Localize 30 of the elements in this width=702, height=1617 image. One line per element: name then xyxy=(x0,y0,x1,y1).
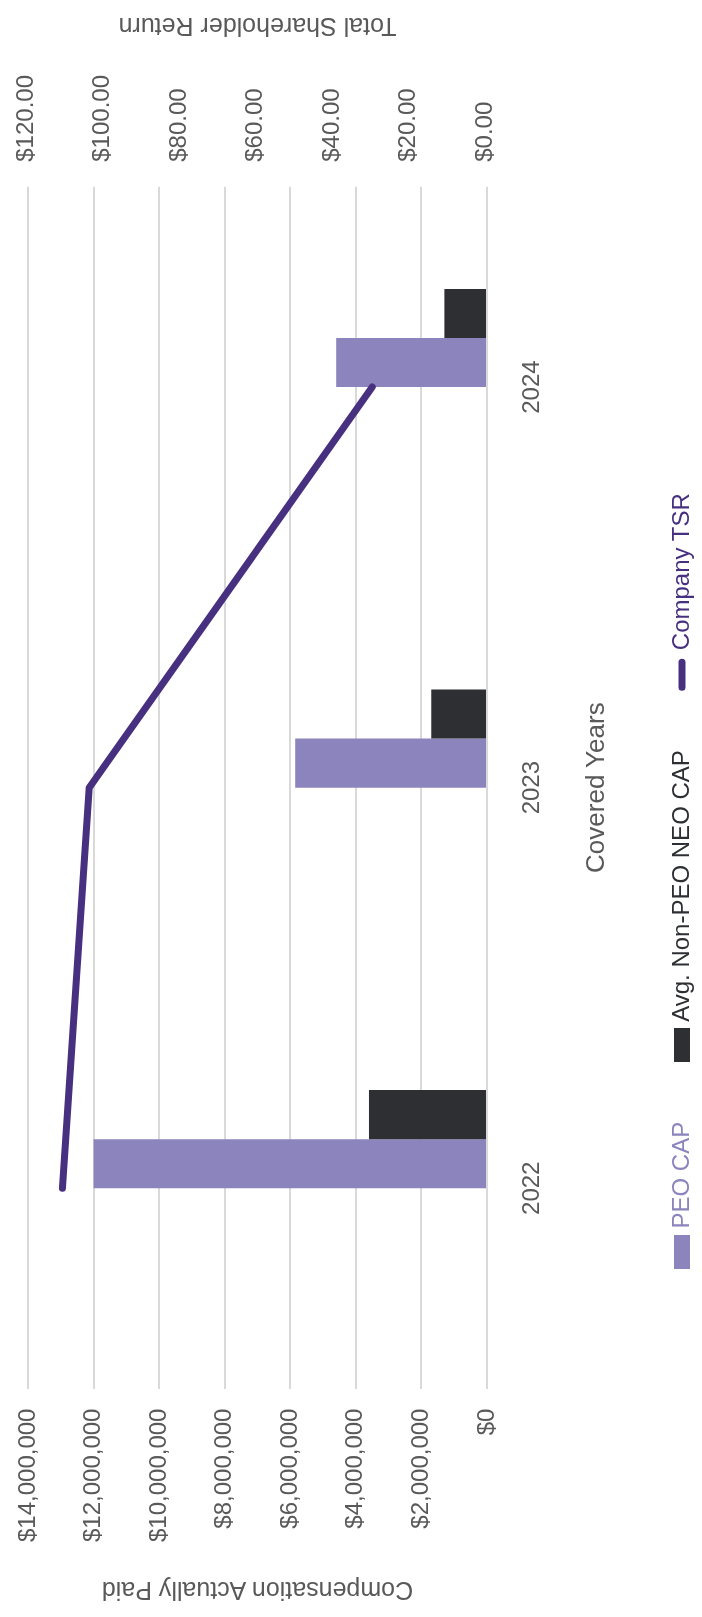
bar xyxy=(444,288,486,338)
x-tick-label: $14,000,000 xyxy=(12,1408,40,1542)
x-tick-label: $0 xyxy=(471,1408,499,1436)
y-tick-label: 2023 xyxy=(516,760,544,815)
x-tick-label: $8,000,000 xyxy=(209,1408,237,1529)
x-axis-title: Compensation Actually Paid xyxy=(101,1577,414,1606)
y-axis-title: Covered Years xyxy=(580,702,611,873)
x-tick-label: $2,000,000 xyxy=(406,1408,434,1529)
bar xyxy=(295,738,486,788)
x-tick-label: $6,000,000 xyxy=(274,1408,302,1529)
x-tick-label: $12,000,000 xyxy=(78,1408,106,1542)
y-tick-label: 2022 xyxy=(516,1161,544,1215)
x2-tick-label: $0.00 xyxy=(469,101,497,162)
text: Avg. Non-PEO NEO CAP xyxy=(666,750,694,1022)
y-tick-label: 2024 xyxy=(516,360,544,414)
bar xyxy=(336,337,486,388)
x2-tick-label: $60.00 xyxy=(240,88,268,162)
x-tick-label: $10,000,000 xyxy=(143,1408,171,1542)
x2-tick-label: $20.00 xyxy=(393,88,421,162)
x-tick-label: $4,000,000 xyxy=(340,1408,368,1529)
x2-tick-label: $100.00 xyxy=(87,74,115,162)
bar xyxy=(368,1090,486,1140)
bar xyxy=(431,689,486,739)
bar xyxy=(93,1139,486,1189)
text: PEO CAP xyxy=(666,1121,694,1229)
x2-tick-label: $40.00 xyxy=(316,88,344,162)
x2-tick-label: $80.00 xyxy=(163,88,191,162)
x2-tick-label: $120.00 xyxy=(10,74,38,162)
text: Company TSR xyxy=(666,493,694,651)
x2-axis-title: Total Shareholder Return xyxy=(118,13,397,42)
